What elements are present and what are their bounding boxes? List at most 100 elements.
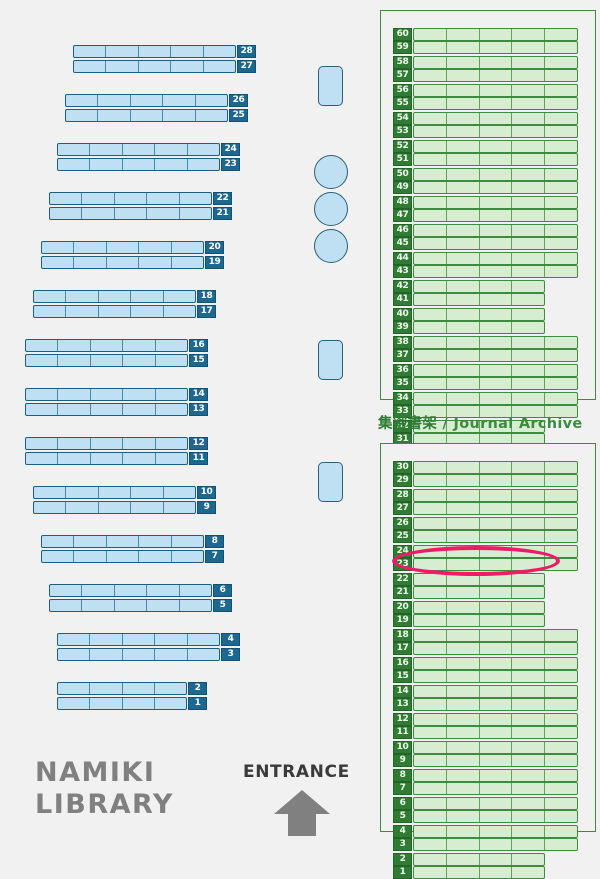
archive-row-26[interactable]: 26 [393, 517, 578, 530]
shelf-row-12[interactable]: 12 [25, 437, 208, 450]
archive-row-56[interactable]: 56 [393, 84, 578, 97]
shelf-row-4[interactable]: 4 [57, 633, 240, 646]
shelf-row-1[interactable]: 1 [57, 697, 207, 710]
shelf-row-23[interactable]: 23 [57, 158, 240, 171]
shelf-segment [98, 110, 131, 121]
archive-row-51[interactable]: 51 [393, 153, 578, 166]
rect-table-2[interactable] [318, 340, 343, 380]
archive-row-23[interactable]: 23 [393, 558, 578, 571]
shelf-row-16[interactable]: 16 [25, 339, 208, 352]
archive-row-8[interactable]: 8 [393, 769, 578, 782]
archive-row-11[interactable]: 11 [393, 726, 578, 739]
archive-row-32[interactable]: 32 [393, 420, 545, 433]
archive-row-15[interactable]: 15 [393, 670, 578, 683]
archive-row-36[interactable]: 36 [393, 364, 578, 377]
archive-row-45[interactable]: 45 [393, 237, 578, 250]
archive-row-28[interactable]: 28 [393, 489, 578, 502]
archive-row-52[interactable]: 52 [393, 140, 578, 153]
shelf-row-18[interactable]: 18 [33, 290, 216, 303]
archive-row-43[interactable]: 43 [393, 265, 578, 278]
archive-row-57[interactable]: 57 [393, 69, 578, 82]
archive-row-60[interactable]: 60 [393, 28, 578, 41]
shelf-row-22[interactable]: 22 [49, 192, 232, 205]
shelf-row-11[interactable]: 11 [25, 452, 208, 465]
shelf-row-20[interactable]: 20 [41, 241, 224, 254]
shelf-row-8[interactable]: 8 [41, 535, 224, 548]
shelf-row-25[interactable]: 25 [65, 109, 248, 122]
archive-row-16[interactable]: 16 [393, 657, 578, 670]
shelf-segment [58, 683, 91, 694]
archive-row-46[interactable]: 46 [393, 224, 578, 237]
archive-row-37[interactable]: 37 [393, 349, 578, 362]
archive-row-58[interactable]: 58 [393, 56, 578, 69]
archive-row-48[interactable]: 48 [393, 196, 578, 209]
rect-table-3[interactable] [318, 462, 343, 502]
archive-row-22[interactable]: 22 [393, 573, 545, 586]
archive-row-27[interactable]: 27 [393, 502, 578, 515]
archive-row-55[interactable]: 55 [393, 97, 578, 110]
shelf-row-9[interactable]: 9 [33, 501, 216, 514]
archive-row-39[interactable]: 39 [393, 321, 545, 334]
archive-row-49[interactable]: 49 [393, 181, 578, 194]
archive-row-7[interactable]: 7 [393, 782, 578, 795]
rect-table-1[interactable] [318, 66, 343, 106]
shelf-row-27[interactable]: 27 [73, 60, 256, 73]
archive-segment [512, 518, 546, 529]
archive-row-29[interactable]: 29 [393, 474, 578, 487]
archive-row-53[interactable]: 53 [393, 125, 578, 138]
shelf-row-19[interactable]: 19 [41, 256, 224, 269]
archive-row-6[interactable]: 6 [393, 797, 578, 810]
shelf-row-17[interactable]: 17 [33, 305, 216, 318]
archive-segment [545, 266, 577, 277]
archive-row-14[interactable]: 14 [393, 685, 578, 698]
archive-row-38[interactable]: 38 [393, 336, 578, 349]
archive-row-42[interactable]: 42 [393, 280, 545, 293]
shelf-row-3[interactable]: 3 [57, 648, 240, 661]
shelf-row-5[interactable]: 5 [49, 599, 232, 612]
shelf-row-13[interactable]: 13 [25, 403, 208, 416]
archive-row-12[interactable]: 12 [393, 713, 578, 726]
archive-row-30[interactable]: 30 [393, 461, 578, 474]
shelf-row-7[interactable]: 7 [41, 550, 224, 563]
shelf-row-24[interactable]: 24 [57, 143, 240, 156]
archive-row-3[interactable]: 3 [393, 838, 578, 851]
archive-row-2[interactable]: 2 [393, 853, 545, 866]
archive-row-41[interactable]: 41 [393, 293, 545, 306]
shelf-row-28[interactable]: 28 [73, 45, 256, 58]
shelf-row-15[interactable]: 15 [25, 354, 208, 367]
archive-row-19[interactable]: 19 [393, 614, 545, 627]
archive-row-21[interactable]: 21 [393, 586, 545, 599]
round-table-3[interactable] [314, 229, 348, 263]
archive-row-9[interactable]: 9 [393, 754, 578, 767]
archive-row-17[interactable]: 17 [393, 642, 578, 655]
archive-row-47[interactable]: 47 [393, 209, 578, 222]
archive-row-5[interactable]: 5 [393, 810, 578, 823]
round-table-2[interactable] [314, 192, 348, 226]
archive-row-54[interactable]: 54 [393, 112, 578, 125]
shelf-row-10[interactable]: 10 [33, 486, 216, 499]
archive-row-33[interactable]: 33 [393, 405, 578, 418]
archive-row-35[interactable]: 35 [393, 377, 578, 390]
archive-row-24[interactable]: 24 [393, 545, 578, 558]
shelf-row-2[interactable]: 2 [57, 682, 207, 695]
shelf-row-14[interactable]: 14 [25, 388, 208, 401]
archive-row-13[interactable]: 13 [393, 698, 578, 711]
archive-row-20[interactable]: 20 [393, 601, 545, 614]
archive-row-59[interactable]: 59 [393, 41, 578, 54]
archive-row-50[interactable]: 50 [393, 168, 578, 181]
archive-row-34[interactable]: 34 [393, 392, 578, 405]
shelf-row-26[interactable]: 26 [65, 94, 248, 107]
archive-row-40[interactable]: 40 [393, 308, 545, 321]
shelf-number-badge: 14 [189, 388, 208, 401]
shelf-row-21[interactable]: 21 [49, 207, 232, 220]
archive-row-10[interactable]: 10 [393, 741, 578, 754]
archive-row-4[interactable]: 4 [393, 825, 578, 838]
archive-row-1[interactable]: 1 [393, 866, 545, 879]
archive-row-25[interactable]: 25 [393, 530, 578, 543]
archive-row-18[interactable]: 18 [393, 629, 578, 642]
shelf-bar [73, 60, 236, 73]
archive-row-44[interactable]: 44 [393, 252, 578, 265]
archive-segment [480, 29, 513, 40]
round-table-1[interactable] [314, 155, 348, 189]
shelf-row-6[interactable]: 6 [49, 584, 232, 597]
